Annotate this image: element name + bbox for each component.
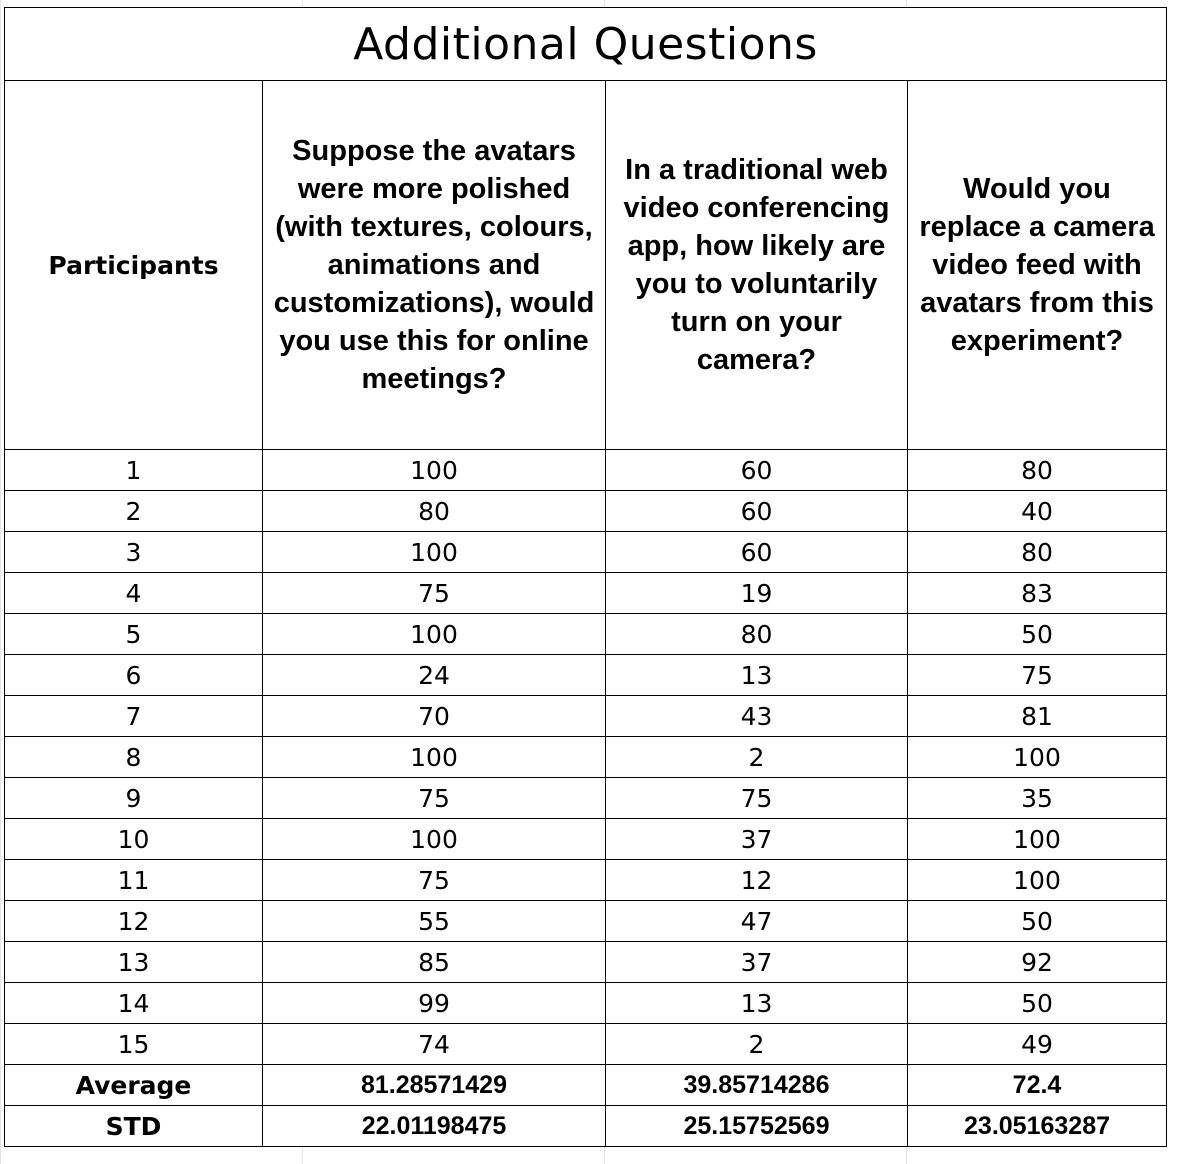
table-row: 1 100 60 80 [4,449,1168,491]
participant-cell: 6 [4,654,263,696]
q3-cell: 100 [906,818,1168,860]
participant-cell: 10 [4,818,263,860]
participant-cell: 7 [4,695,263,737]
q1-cell: 100 [262,531,606,573]
q3-cell: 75 [906,654,1168,696]
participant-cell: 12 [4,900,263,942]
q2-cell: 12 [605,859,908,901]
q3-cell: 35 [906,777,1168,819]
std-row: STD 22.01198475 25.15752569 23.05163287 [4,1105,1168,1147]
participant-cell: 2 [4,490,263,532]
q1-cell: 75 [262,777,606,819]
q2-cell: 80 [605,613,908,655]
q1-cell: 100 [262,818,606,860]
average-row: Average 81.28571429 39.85714286 72.4 [4,1064,1168,1106]
q3-cell: 50 [906,900,1168,942]
q1-cell: 75 [262,572,606,614]
q2-cell: 75 [605,777,908,819]
q2-cell: 2 [605,1023,908,1065]
q3-cell: 92 [906,941,1168,983]
average-q1: 81.28571429 [262,1064,606,1106]
question-3-text: Would you replace a camera video feed wi… [919,173,1155,357]
participant-cell: 8 [4,736,263,778]
title-row: Additional Questions [3,7,1168,81]
table-row: 13 85 37 92 [4,941,1168,983]
q3-cell: 80 [906,531,1168,573]
table-row: 6 24 13 75 [4,654,1168,696]
q2-cell: 60 [605,490,908,532]
q3-cell: 50 [906,982,1168,1024]
average-label: Average [4,1064,263,1106]
data-body: 1 100 60 80 2 80 60 40 3 100 60 80 4 75 19 83 5 100 80 50 6 2… [4,449,1168,1065]
table-row: 14 99 13 50 [4,982,1168,1024]
q2-cell: 13 [605,982,908,1024]
table-row: 11 75 12 100 [4,859,1168,901]
q1-cell: 85 [262,941,606,983]
q3-cell: 80 [906,449,1168,491]
question-2-text: In a traditional web video conferencing … [623,154,890,376]
q1-cell: 70 [262,695,606,737]
table-row: 4 75 19 83 [4,572,1168,614]
table-row: 2 80 60 40 [4,490,1168,532]
table-row: 9 75 75 35 [4,777,1168,819]
participant-cell: 5 [4,613,263,655]
q3-cell: 81 [906,695,1168,737]
question-1-text: Suppose the avatars were more polished (… [273,135,595,395]
q1-cell: 55 [262,900,606,942]
question-1-header: Suppose the avatars were more polished (… [262,80,606,450]
q3-cell: 100 [906,859,1168,901]
q3-cell: 83 [906,572,1168,614]
std-q2: 25.15752569 [605,1105,908,1147]
participant-cell: 3 [4,531,263,573]
q1-cell: 74 [262,1023,606,1065]
q3-cell: 49 [906,1023,1168,1065]
q1-cell: 75 [262,859,606,901]
average-q2: 39.85714286 [605,1064,908,1106]
question-2-header: In a traditional web video conferencing … [605,80,908,450]
q1-cell: 80 [262,490,606,532]
q1-cell: 24 [262,654,606,696]
participant-cell: 15 [4,1023,263,1065]
table-row: 7 70 43 81 [4,695,1168,737]
std-label: STD [4,1105,263,1147]
q1-cell: 99 [262,982,606,1024]
participant-cell: 13 [4,941,263,983]
q2-cell: 2 [605,736,908,778]
participant-cell: 11 [4,859,263,901]
q2-cell: 47 [605,900,908,942]
q3-cell: 40 [906,490,1168,532]
participant-cell: 1 [4,449,263,491]
table-title: Additional Questions [3,7,1168,81]
table-row: 5 100 80 50 [4,613,1168,655]
q3-cell: 100 [906,736,1168,778]
std-q3: 23.05163287 [906,1105,1168,1147]
table-row: 8 100 2 100 [4,736,1168,778]
q1-cell: 100 [262,613,606,655]
participants-header: Participants [4,80,263,450]
question-3-header: Would you replace a camera video feed wi… [906,80,1168,450]
q2-cell: 43 [605,695,908,737]
participant-cell: 14 [4,982,263,1024]
q2-cell: 37 [605,941,908,983]
q2-cell: 37 [605,818,908,860]
participant-cell: 9 [4,777,263,819]
q3-cell: 50 [906,613,1168,655]
q2-cell: 60 [605,449,908,491]
table-row: 3 100 60 80 [4,531,1168,573]
std-q1: 22.01198475 [262,1105,606,1147]
q2-cell: 60 [605,531,908,573]
table-row: 10 100 37 100 [4,818,1168,860]
q1-cell: 100 [262,449,606,491]
average-q3: 72.4 [906,1064,1168,1106]
q2-cell: 19 [605,572,908,614]
header-row: Participants Suppose the avatars were mo… [4,80,1168,450]
table-row: 15 74 2 49 [4,1023,1168,1065]
table-row: 12 55 47 50 [4,900,1168,942]
q2-cell: 13 [605,654,908,696]
participant-cell: 4 [4,572,263,614]
additional-questions-table: Additional Questions Participants Suppos… [3,7,1168,1147]
q1-cell: 100 [262,736,606,778]
